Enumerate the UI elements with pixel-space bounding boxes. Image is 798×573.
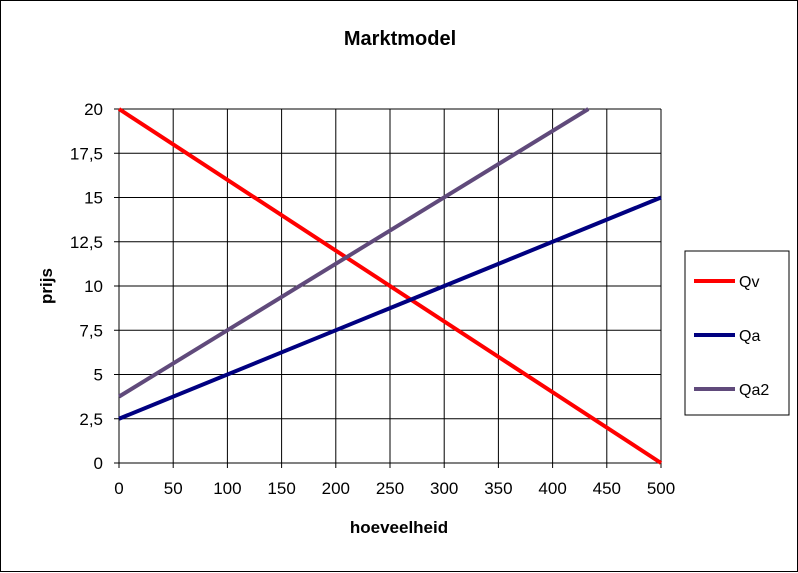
series-line-qa [118, 195, 662, 421]
x-tick-label: 300 [430, 479, 458, 498]
y-tick-label: 10 [84, 277, 103, 296]
legend-label-qv: Qv [739, 274, 759, 291]
axes [114, 108, 662, 468]
legend-entries: Qv Qa Qa2 [694, 274, 769, 399]
y-tick-label: 2,5 [79, 410, 103, 429]
y-tick-label: 12,5 [70, 233, 103, 252]
x-axis-title: hoeveelheid [350, 518, 448, 537]
legend-label-qa: Qa [739, 328, 760, 345]
y-tick-label: 5 [94, 366, 103, 385]
legend-label-qa2: Qa2 [739, 382, 769, 399]
y-axis-title: prijs [37, 268, 56, 304]
x-tick-label: 400 [538, 479, 566, 498]
x-tick-label: 250 [376, 479, 404, 498]
y-tick-label: 7,5 [79, 321, 103, 340]
series-lines [117, 107, 663, 465]
series-line-qv [117, 107, 663, 465]
y-tick-label: 15 [84, 189, 103, 208]
x-tick-label: 350 [484, 479, 512, 498]
chart-title: Marktmodel [344, 28, 456, 50]
x-tick-label: 0 [114, 479, 123, 498]
x-tick-label: 50 [164, 479, 183, 498]
x-tick-label: 150 [267, 479, 295, 498]
x-tick-label: 200 [322, 479, 350, 498]
x-tick-labels: 0 50 100 150 200 250 300 350 400 450 500 [114, 479, 675, 498]
y-tick-labels: 0 2,5 5 7,5 10 12,5 15 17,5 20 [70, 100, 103, 473]
y-tick-label: 20 [84, 100, 103, 119]
x-tick-label: 100 [213, 479, 241, 498]
y-tick-label: 17,5 [70, 144, 103, 163]
y-tick-label: 0 [94, 454, 103, 473]
x-tick-label: 450 [593, 479, 621, 498]
series-line-qa2 [117, 107, 590, 399]
x-tick-label: 500 [647, 479, 675, 498]
legend: Qv Qa Qa2 [684, 250, 790, 416]
